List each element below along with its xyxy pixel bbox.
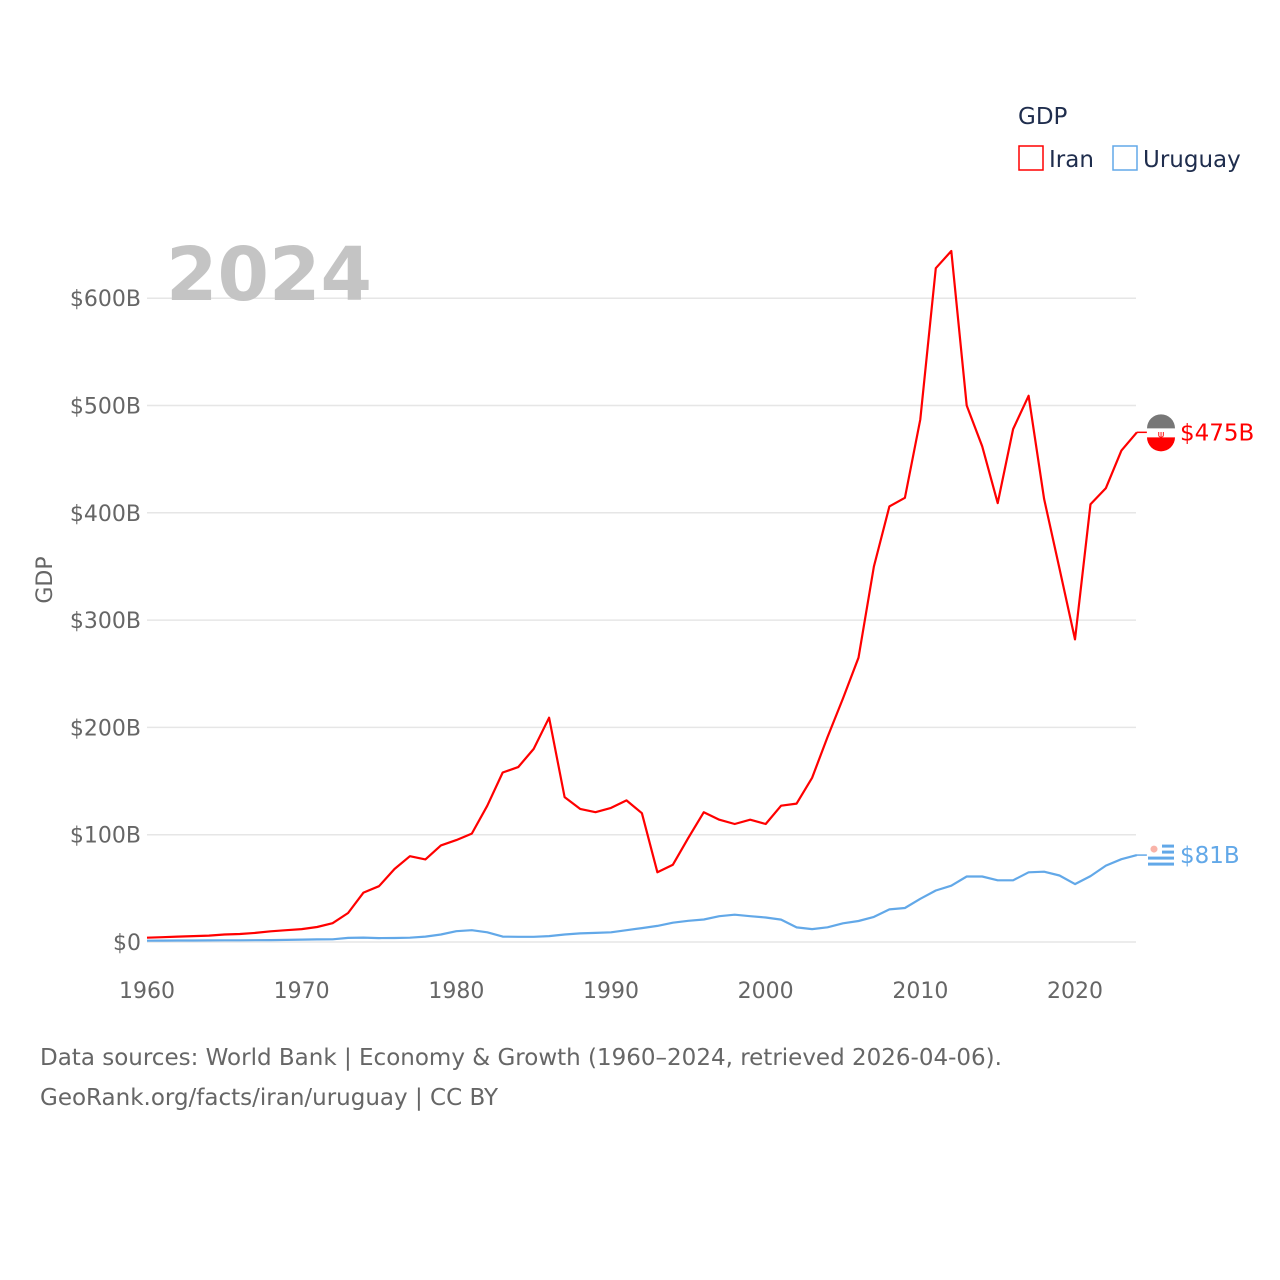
x-axis-ticks: 1960 1970 1980 1990 2000 2010 2020 [119, 979, 1103, 1004]
x-tick-label: 1980 [428, 979, 484, 1004]
x-tick-label: 1960 [119, 979, 175, 1004]
legend-label-uruguay[interactable]: Uruguay [1143, 147, 1241, 173]
y-tick-label: $100B [70, 824, 141, 849]
uruguay-end-value: $81B [1180, 843, 1240, 869]
y-axis-label: GDP [33, 556, 58, 603]
x-tick-label: 1970 [274, 979, 330, 1004]
series-line-uruguay [146, 854, 1138, 942]
iran-end-value: $475B [1180, 420, 1254, 446]
y-axis-ticks: $0 $100B $200B $300B $400B $500B $600B [70, 287, 141, 956]
end-labels: ψ $475B $81B [1136, 414, 1254, 870]
uruguay-flag-icon [1147, 841, 1175, 870]
legend-swatch-iran[interactable] [1018, 145, 1044, 171]
y-tick-label: $300B [70, 609, 141, 634]
svg-text:ψ: ψ [1158, 429, 1165, 440]
footer-sources: Data sources: World Bank | Economy & Gro… [40, 1045, 1002, 1071]
footer-link[interactable]: GeoRank.org/facts/iran/uruguay | CC BY [40, 1085, 499, 1111]
x-tick-label: 2010 [892, 979, 948, 1004]
series-line-iran [146, 249, 1138, 939]
gridlines [147, 297, 1136, 943]
y-tick-label: $500B [70, 395, 141, 420]
x-tick-label: 2020 [1047, 979, 1103, 1004]
x-tick-label: 1990 [583, 979, 639, 1004]
series-lines [146, 249, 1138, 942]
y-tick-label: $200B [70, 716, 141, 741]
legend-label-iran[interactable]: Iran [1049, 147, 1094, 173]
y-tick-label: $400B [70, 502, 141, 527]
legend: GDP Iran Uruguay [1018, 104, 1241, 173]
legend-swatch-uruguay[interactable] [1112, 145, 1138, 171]
legend-title: GDP [1018, 104, 1068, 130]
year-watermark: 2024 [166, 232, 372, 318]
y-tick-label: $600B [70, 287, 141, 312]
y-tick-label: $0 [113, 931, 141, 956]
iran-flag-icon: ψ [1147, 414, 1175, 452]
x-tick-label: 2000 [738, 979, 794, 1004]
